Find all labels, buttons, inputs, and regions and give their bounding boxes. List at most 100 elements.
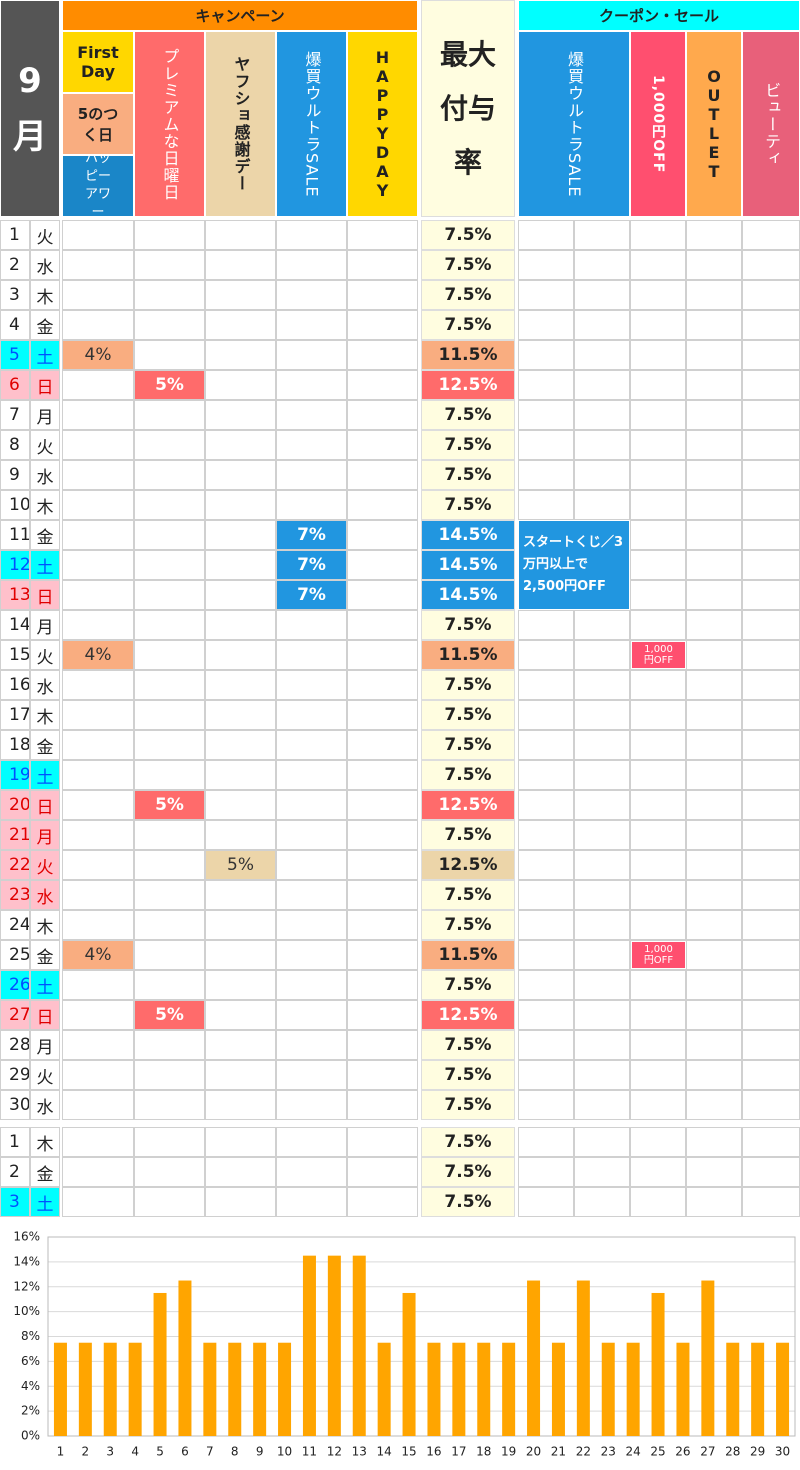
coupon-cell xyxy=(574,400,630,430)
bar xyxy=(726,1342,740,1436)
campaign-cell xyxy=(347,400,418,430)
coupon-cell xyxy=(686,970,742,1000)
campaign-cell xyxy=(347,610,418,640)
coupon-cell xyxy=(742,1000,800,1030)
coupon-cell xyxy=(574,790,630,820)
coupon-cell xyxy=(630,550,686,580)
campaign-cell xyxy=(347,370,418,400)
day: 26 xyxy=(0,970,30,1000)
day: 2 xyxy=(0,1157,30,1187)
coupon-cell xyxy=(574,370,630,400)
coupon-cell xyxy=(630,250,686,280)
campaign-cell xyxy=(62,790,134,820)
y-tick-label: 12% xyxy=(13,1279,40,1293)
coupon-cell xyxy=(742,610,800,640)
campaign-cell xyxy=(205,220,276,250)
day: 3 xyxy=(0,280,30,310)
coupon-cell xyxy=(574,280,630,310)
campaign-cell xyxy=(134,730,205,760)
campaign-cell: 7% xyxy=(276,520,347,550)
day: 17 xyxy=(0,700,30,730)
bar xyxy=(651,1292,665,1436)
max-rate: 7.5% xyxy=(421,730,515,760)
coupon-cell xyxy=(574,490,630,520)
coupon-cell xyxy=(574,460,630,490)
max-rate: 7.5% xyxy=(421,430,515,460)
campaign-cell xyxy=(205,400,276,430)
bar xyxy=(302,1255,316,1436)
campaign-cell xyxy=(205,550,276,580)
max-rate: 7.5% xyxy=(421,970,515,1000)
day: 28 xyxy=(0,1030,30,1060)
weekday: 火 xyxy=(30,430,60,460)
bar xyxy=(203,1342,217,1436)
campaign-cell xyxy=(62,400,134,430)
x-tick-label: 20 xyxy=(526,1445,541,1459)
coupon-cell xyxy=(742,490,800,520)
campaign-cell xyxy=(62,910,134,940)
weekday: 土 xyxy=(30,550,60,580)
bar xyxy=(327,1255,341,1436)
x-tick-label: 9 xyxy=(256,1445,264,1459)
coupon-cell xyxy=(630,520,686,550)
campaign-cell xyxy=(347,340,418,370)
campaign-cell xyxy=(276,430,347,460)
max-rate: 7.5% xyxy=(421,310,515,340)
y-tick-label: 2% xyxy=(21,1404,40,1418)
campaign-cell xyxy=(62,670,134,700)
campaign-cell xyxy=(276,1000,347,1030)
coupon-cell xyxy=(574,1157,630,1187)
campaign-cell xyxy=(347,1157,418,1187)
bar xyxy=(626,1342,640,1436)
max-rate: 7.5% xyxy=(421,610,515,640)
max-rate: 7.5% xyxy=(421,400,515,430)
campaign-cell xyxy=(134,250,205,280)
coupon-cell xyxy=(574,760,630,790)
campaign-cell xyxy=(276,970,347,1000)
coupon-cell xyxy=(742,820,800,850)
campaign-cell xyxy=(276,910,347,940)
weekday: 日 xyxy=(30,580,60,610)
day: 16 xyxy=(0,670,30,700)
coupon-cell xyxy=(630,880,686,910)
weekday: 金 xyxy=(30,520,60,550)
coupon-cell xyxy=(518,700,574,730)
x-tick-label: 12 xyxy=(327,1445,342,1459)
coupon-cell xyxy=(686,370,742,400)
coupon-cell xyxy=(686,1187,742,1217)
day: 18 xyxy=(0,730,30,760)
x-tick-label: 7 xyxy=(206,1445,214,1459)
coupon-cell xyxy=(518,400,574,430)
coupon-cell xyxy=(630,820,686,850)
weekday: 金 xyxy=(30,310,60,340)
campaign-cell xyxy=(134,640,205,670)
month: 9月 xyxy=(0,0,60,217)
campaign-cell xyxy=(276,670,347,700)
coupon-cell xyxy=(630,1127,686,1157)
campaign-cell xyxy=(205,940,276,970)
campaign-cell xyxy=(62,1187,134,1217)
coupon-cell xyxy=(574,220,630,250)
campaign-cell xyxy=(347,670,418,700)
day: 21 xyxy=(0,820,30,850)
bar xyxy=(527,1280,541,1436)
bar xyxy=(153,1292,167,1436)
coupon-cell xyxy=(742,670,800,700)
coupon-cell xyxy=(742,940,800,970)
coupon-cell xyxy=(742,520,800,550)
campaign-cell xyxy=(205,670,276,700)
weekday: 木 xyxy=(30,910,60,940)
coupon-cell xyxy=(686,790,742,820)
campaign-cell: 5% xyxy=(205,850,276,880)
bar xyxy=(53,1342,67,1436)
coupon-cell xyxy=(742,460,800,490)
day: 1 xyxy=(0,1127,30,1157)
max-rate: 7.5% xyxy=(421,760,515,790)
day: 27 xyxy=(0,1000,30,1030)
coupon-cell xyxy=(518,430,574,460)
max-rate: 14.5% xyxy=(421,520,515,550)
bar xyxy=(402,1292,416,1436)
off-coupon: 1,000円OFF xyxy=(631,641,686,669)
campaign-cell xyxy=(134,610,205,640)
